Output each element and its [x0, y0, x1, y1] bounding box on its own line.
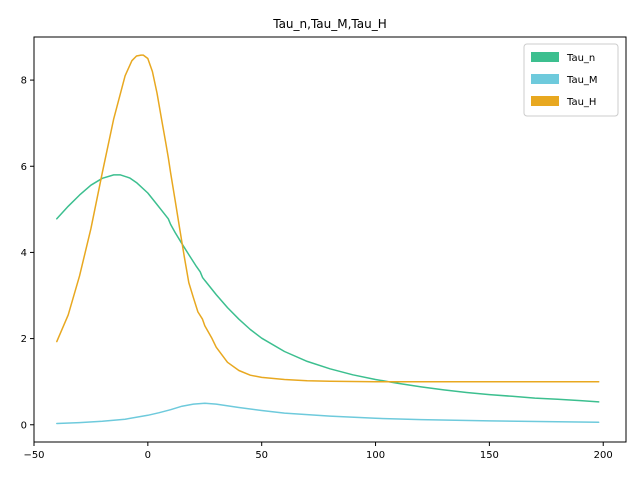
series-line-tau-h: [56, 54, 600, 383]
x-tick-label: 100: [366, 450, 385, 461]
legend-swatch: [531, 52, 559, 62]
legend-label: Tau_n: [566, 53, 595, 64]
y-tick-label: 8: [21, 76, 27, 87]
series-line-tau-n: [56, 174, 600, 403]
legend: Tau_n Tau_M Tau_H: [523, 43, 619, 117]
x-tick-label: 50: [255, 450, 268, 461]
ticks-layer: −50 0 50 100 150 200 0 2 4 6 8: [21, 76, 613, 461]
legend-label: Tau_H: [566, 97, 596, 108]
series-line-tau-m: [56, 402, 600, 425]
x-tick-label: 200: [594, 450, 613, 461]
series-layer: [56, 54, 600, 425]
x-tick-label: 0: [145, 450, 151, 461]
chart-title: Tau_n,Tau_M,Tau_H: [272, 17, 387, 31]
y-tick-label: 2: [21, 334, 27, 345]
legend-swatch: [531, 96, 559, 106]
legend-label: Tau_M: [566, 75, 598, 86]
y-tick-label: 6: [21, 162, 27, 173]
legend-swatch: [531, 74, 559, 84]
x-tick-label: −50: [23, 450, 44, 461]
plot-area-frame: [33, 36, 627, 443]
x-tick-label: 150: [480, 450, 499, 461]
y-tick-label: 4: [21, 248, 27, 259]
y-tick-label: 0: [21, 420, 27, 431]
